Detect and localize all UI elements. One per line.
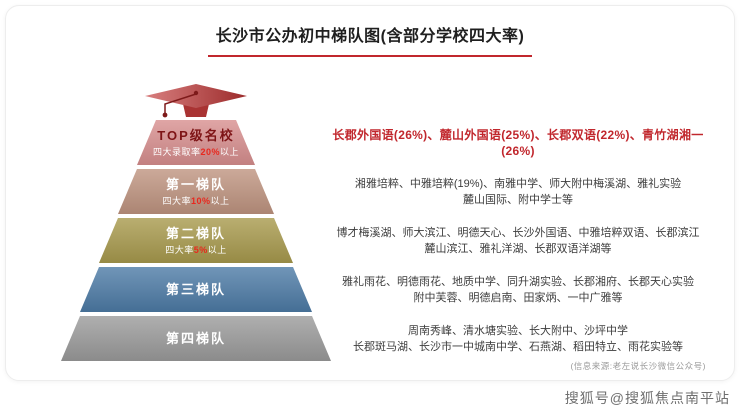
page-title: 长沙市公办初中梯队图(含部分学校四大率) xyxy=(207,22,533,57)
tier-4-desc: 周南秀峰、清水塘实验、长大附中、沙坪中学 长郡斑马湖、长沙市一中城南中学、石燕湖… xyxy=(353,324,683,353)
tier-top-desc: 长郡外国语(26%)、麓山外国语(25%)、长郡双语(22%)、青竹湖湘一(26… xyxy=(332,127,704,158)
rate-suffix: 以上 xyxy=(207,244,227,255)
tier-1-rate: 四大率10%以上 xyxy=(162,194,229,207)
source-note: (信息来源:老左说长沙微信公众号) xyxy=(570,361,706,371)
watermark: 搜狐号@搜狐焦点南平站 xyxy=(564,390,730,406)
graduation-cap-icon xyxy=(61,82,331,120)
tier-3-desc-row: 雅礼雨花、明德雨花、地质中学、同升湖实验、长郡湘府、长郡天心实验 附中芙蓉、明德… xyxy=(316,267,720,312)
tier-top-rate: 四大录取率20%以上 xyxy=(153,145,239,158)
rate-prefix: 四大率 xyxy=(162,195,191,206)
tier-top-desc-row: 长郡外国语(26%)、麓山外国语(25%)、长郡双语(22%)、青竹湖湘一(26… xyxy=(316,120,720,165)
rate-pct: 5% xyxy=(193,244,208,255)
tier-2-desc: 博才梅溪湖、师大滨江、明德天心、长沙外国语、中雅培粹双语、长郡滨江 麓山滨江、雅… xyxy=(336,226,700,255)
tier-3-label: 第三梯队 xyxy=(165,282,226,297)
tier-1-label: 第一梯队 xyxy=(165,176,226,192)
rate-prefix: 四大率 xyxy=(165,244,194,255)
pyramid-tier-1: 第一梯队 四大率10%以上 xyxy=(118,169,274,214)
pyramid-tier-4: 第四梯队 xyxy=(61,316,331,361)
rate-pct: 10% xyxy=(190,195,211,206)
pyramid-tier-top: TOP级名校 四大录取率20%以上 xyxy=(137,120,255,165)
tier-4-desc-row: 周南秀峰、清水塘实验、长大附中、沙坪中学 长郡斑马湖、长沙市一中城南中学、石燕湖… xyxy=(316,316,720,361)
infographic-card: 长沙市公办初中梯队图(含部分学校四大率) TOP级名校 四大录取率20%以上 xyxy=(5,5,735,381)
tier-2-desc-row: 博才梅溪湖、师大滨江、明德天心、长沙外国语、中雅培粹双语、长郡滨江 麓山滨江、雅… xyxy=(316,218,720,263)
tier-1-desc-row: 湘雅培粹、中雅培粹(19%)、南雅中学、师大附中梅溪湖、雅礼实验 麓山国际、附中… xyxy=(316,169,720,214)
tier-descriptions: 长郡外国语(26%)、麓山外国语(25%)、长郡双语(22%)、青竹湖湘一(26… xyxy=(316,120,720,365)
rate-pct: 20% xyxy=(200,146,220,157)
tier-1-desc: 湘雅培粹、中雅培粹(19%)、南雅中学、师大附中梅溪湖、雅礼实验 麓山国际、附中… xyxy=(354,177,682,206)
tier-top-label: TOP级名校 xyxy=(157,127,235,143)
tier-3-desc: 雅礼雨花、明德雨花、地质中学、同升湖实验、长郡湘府、长郡天心实验 附中芙蓉、明德… xyxy=(342,275,694,304)
pyramid-tier-3: 第三梯队 xyxy=(80,267,312,312)
tier-2-rate: 四大率5%以上 xyxy=(165,243,227,256)
rate-suffix: 以上 xyxy=(210,195,230,206)
rate-suffix: 以上 xyxy=(220,146,240,157)
tier-2-label: 第二梯队 xyxy=(165,225,226,241)
pyramid-tier-2: 第二梯队 四大率5%以上 xyxy=(99,218,293,263)
title-area: 长沙市公办初中梯队图(含部分学校四大率) xyxy=(6,6,734,57)
tier-pyramid: TOP级名校 四大录取率20%以上 第一梯队 四大率10%以上 第二梯队 四大率… xyxy=(61,82,331,365)
rate-prefix: 四大录取率 xyxy=(152,146,201,157)
tier-4-label: 第四梯队 xyxy=(165,331,226,346)
